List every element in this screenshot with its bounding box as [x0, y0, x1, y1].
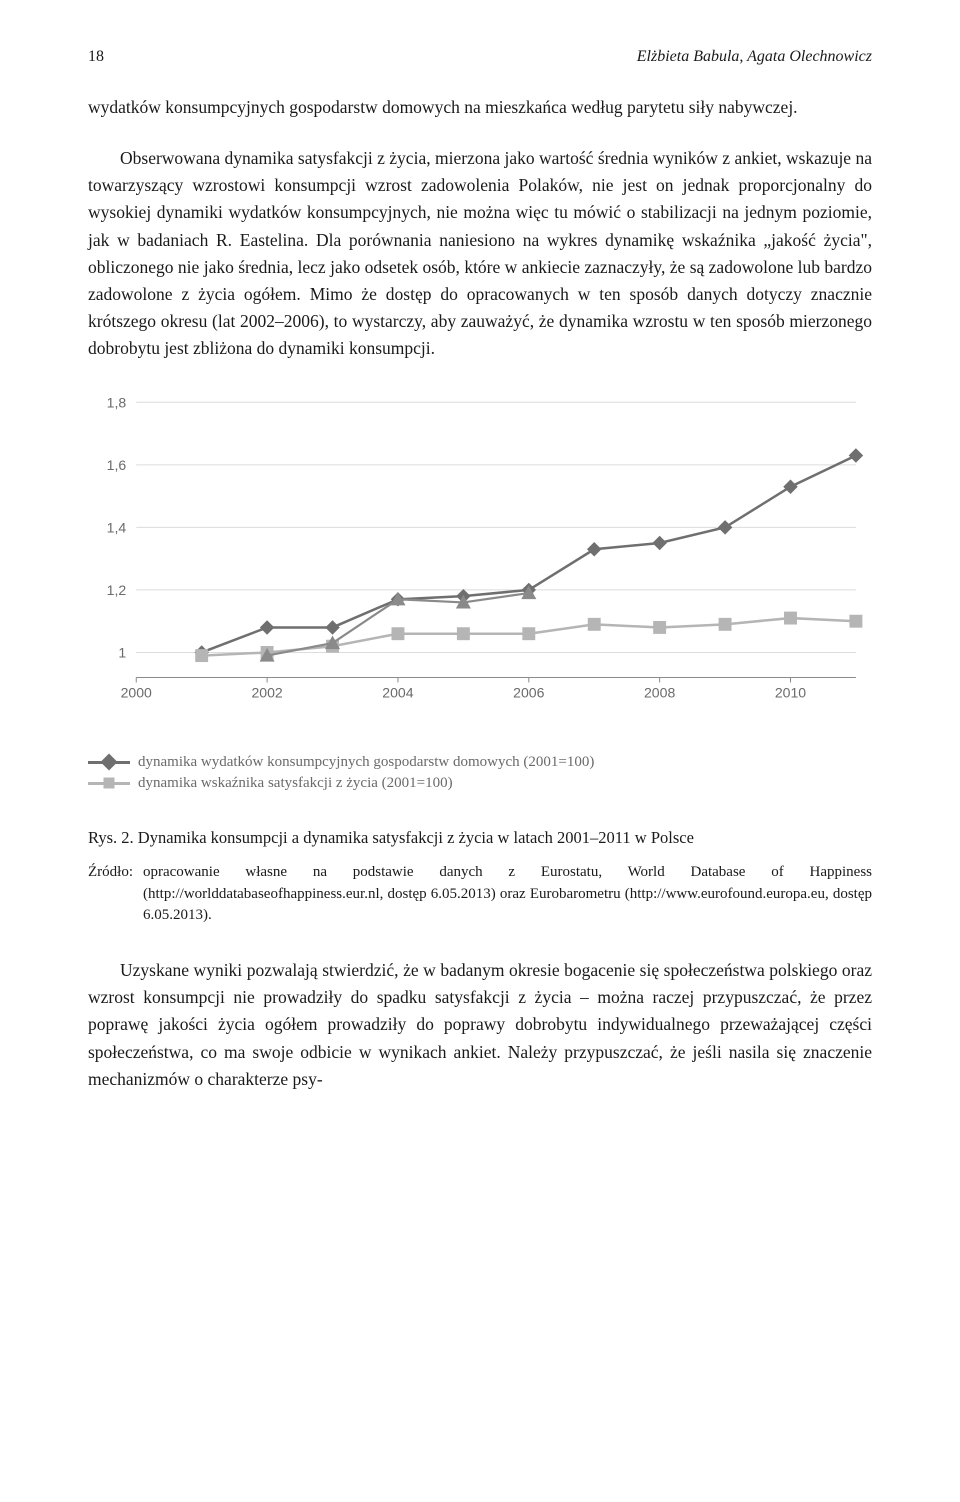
paragraph-2: Obserwowana dynamika satysfakcji z życia…	[88, 145, 872, 362]
svg-text:1,2: 1,2	[107, 582, 127, 598]
svg-text:1,8: 1,8	[107, 394, 127, 410]
figure-caption-prefix: Rys. 2.	[88, 828, 134, 847]
figure-caption-text: Dynamika konsumpcji a dynamika satysfakc…	[134, 828, 694, 847]
legend-label: dynamika wydatków konsumpcyjnych gospoda…	[138, 754, 594, 771]
legend-item: dynamika wydatków konsumpcyjnych gospoda…	[88, 754, 872, 771]
svg-text:2004: 2004	[382, 685, 413, 701]
figure-source: Źródło: opracowanie własne na podstawie …	[88, 862, 872, 927]
legend-item: dynamika wskaźnika satysfakcji z życia (…	[88, 775, 872, 792]
chart-legend: dynamika wydatków konsumpcyjnych gospoda…	[88, 754, 872, 792]
figure-source-label: Źródło:	[88, 862, 143, 927]
svg-text:2000: 2000	[121, 685, 152, 701]
figure-caption: Rys. 2. Dynamika konsumpcji a dynamika s…	[88, 828, 872, 848]
svg-text:2002: 2002	[251, 685, 282, 701]
running-title: Elżbieta Babula, Agata Olechnowicz	[637, 48, 872, 66]
svg-text:2008: 2008	[644, 685, 675, 701]
paragraph-3: Uzyskane wyniki pozwalają stwierdzić, że…	[88, 957, 872, 1093]
svg-text:1,6: 1,6	[107, 457, 127, 473]
figure-chart: 1 1,2 1,4 1,6 1,8 2000 2002 2004 2006 2008 2010 dy…	[88, 386, 872, 792]
page-header: 18 Elżbieta Babula, Agata Olechnowicz	[88, 48, 872, 66]
svg-text:2010: 2010	[775, 685, 806, 701]
legend-label: dynamika wskaźnika satysfakcji z życia (…	[138, 775, 453, 792]
line-chart-svg: 1 1,2 1,4 1,6 1,8 2000 2002 2004 2006 2008 2010	[88, 386, 872, 748]
paragraph-1: wydatków konsumpcyjnych gospodarstw domo…	[88, 94, 872, 121]
figure-source-text: opracowanie własne na podstawie danych z…	[143, 862, 872, 927]
svg-text:2006: 2006	[513, 685, 544, 701]
page-number: 18	[88, 48, 104, 66]
svg-text:1,4: 1,4	[107, 520, 127, 536]
svg-text:1: 1	[118, 645, 126, 661]
